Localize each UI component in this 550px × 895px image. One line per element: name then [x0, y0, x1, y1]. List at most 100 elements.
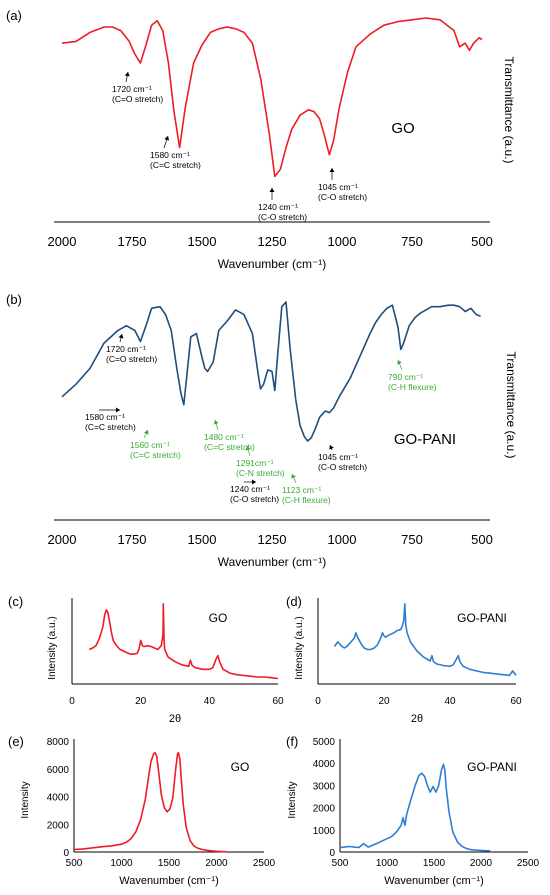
x-tick-label: 1000	[110, 858, 133, 869]
arrow-head	[213, 420, 219, 425]
arrow-head	[291, 474, 296, 479]
chart-panel-d: (d) 0 20 40 60 2θ Intensity (a.u.) GO-PANI	[286, 594, 522, 725]
annotation-assignment: (C-O stretch)	[258, 212, 307, 222]
annotation-assignment: (C=O stretch)	[106, 354, 157, 364]
x-tick-label: 1250	[258, 234, 287, 249]
series-line	[333, 603, 517, 677]
arrow-head	[143, 430, 149, 435]
panel-label: (c)	[8, 594, 23, 609]
x-tick-label: 500	[332, 858, 349, 869]
arrow-head	[118, 334, 124, 339]
x-tick-label: 1750	[118, 234, 147, 249]
chart-panel-b: (b) 2000 1750 1500 1250 1000 750 500 Wavenumber …	[6, 292, 518, 569]
x-tick-label: 1500	[188, 234, 217, 249]
annotation-value: 1240 cm⁻¹	[258, 202, 298, 212]
x-tick-label: 2000	[48, 532, 77, 547]
arrow-head	[164, 136, 170, 141]
x-axis-label: Wavenumber (cm⁻¹)	[218, 555, 327, 569]
arrow-head	[124, 72, 130, 77]
x-tick-label: 40	[444, 696, 456, 707]
annotation-value: 1123 cm⁻¹	[282, 485, 321, 495]
annotation-assignment: (C=C stretch)	[150, 160, 201, 170]
arrow-head	[252, 479, 256, 485]
annotation-assignment: (C-O stretch)	[318, 192, 367, 202]
annotation-assignment: (C=O stretch)	[112, 94, 163, 104]
annotation-assignment: (C-H flexure)	[282, 495, 331, 505]
x-tick-label: 2500	[517, 858, 540, 869]
x-tick-label: 1000	[328, 234, 357, 249]
y-tick-label: 5000	[313, 737, 336, 748]
annotation-assignment: (C-O stretch)	[230, 494, 279, 504]
y-axis-label: Transmittance (a.u.)	[502, 57, 516, 164]
peak-annotation: 1123 cm⁻¹(C-H flexure)	[282, 473, 331, 505]
y-tick-label: 1000	[313, 826, 336, 837]
annotation-value: 1720 cm⁻¹	[112, 84, 152, 94]
peak-annotation: 1580 cm⁻¹(C=C stretch)	[85, 407, 136, 432]
y-tick-label: 6000	[47, 765, 70, 776]
annotation-assignment: (C-H flexure)	[388, 382, 437, 392]
y-axis-label: Intensity	[20, 781, 31, 818]
x-tick-label: 20	[135, 696, 147, 707]
x-tick-label: 1500	[158, 858, 181, 869]
x-tick-label: 1500	[423, 858, 446, 869]
peak-annotation: 1720 cm⁻¹(C=O stretch)	[106, 333, 157, 364]
annotation-value: 1720 cm⁻¹	[106, 344, 146, 354]
y-tick-label: 2000	[313, 804, 336, 815]
arrow-head	[329, 445, 334, 450]
panel-label: (a)	[6, 8, 22, 23]
peak-annotation: 1580 cm⁻¹(C=C stretch)	[150, 135, 201, 170]
annotation-assignment: (C=C stretch)	[204, 442, 255, 452]
series-label: GO	[231, 760, 250, 774]
series-label: GO-PANI	[467, 760, 517, 774]
x-tick-label: 1750	[118, 532, 147, 547]
annotation-value: 1045 cm⁻¹	[318, 182, 358, 192]
x-tick-label: 1500	[188, 532, 217, 547]
panel-label: (b)	[6, 292, 22, 307]
x-tick-label: 2000	[48, 234, 77, 249]
peak-annotation: 1560 cm⁻¹(C=C stretch)	[130, 429, 181, 460]
annotation-value: 1045 cm⁻¹	[318, 452, 358, 462]
peak-annotation: 1045 cm⁻¹(C-O stretch)	[318, 444, 367, 472]
annotation-assignment: (C-N stretch)	[236, 468, 285, 478]
x-tick-label: 60	[272, 696, 284, 707]
annotation-value: 1580 cm⁻¹	[85, 412, 125, 422]
peak-annotation: 1045 cm⁻¹(C-O stretch)	[318, 168, 367, 202]
peak-annotation: 1240 cm⁻¹(C-O stretch)	[258, 188, 307, 222]
x-tick-label: 500	[471, 234, 493, 249]
chart-panel-c: (c) 0 20 40 60 2θ Intensity (a.u.) GO	[8, 594, 284, 725]
x-tick-label: 750	[401, 234, 423, 249]
arrow-head	[245, 446, 251, 451]
x-axis-label: Wavenumber (cm⁻¹)	[384, 875, 484, 887]
series-line	[61, 17, 483, 178]
y-axis-label: Intensity (a.u.)	[47, 616, 58, 679]
peak-annotation: 1240 cm⁻¹(C-O stretch)	[230, 479, 279, 504]
y-tick-label: 8000	[47, 737, 70, 748]
annotation-value: 1560 cm⁻¹	[130, 440, 170, 450]
x-tick-label: 2000	[470, 858, 493, 869]
x-axis-label: Wavenumber (cm⁻¹)	[218, 257, 327, 271]
y-tick-label: 2000	[47, 820, 70, 831]
annotation-value: 1480 cm⁻¹	[204, 432, 244, 442]
chart-panel-a: (a) 2000 1750 1500 1250 1000 750 500 Wavenumber …	[6, 8, 516, 271]
series-line	[61, 301, 481, 442]
panel-label: (d)	[286, 594, 302, 609]
y-tick-label: 0	[329, 848, 335, 859]
y-tick-label: 0	[63, 848, 69, 859]
series-label: GO	[209, 611, 228, 625]
x-tick-label: 500	[66, 858, 83, 869]
series-line	[88, 603, 279, 680]
peak-annotation: 790 cm⁻¹(C-H flexure)	[388, 359, 437, 392]
y-axis-label: Intensity	[287, 781, 298, 818]
annotation-value: 1291cm⁻¹	[236, 458, 274, 468]
arrow-head	[269, 188, 275, 192]
peak-annotation: 1720 cm⁻¹(C=O stretch)	[112, 71, 163, 104]
x-tick-label: 2000	[205, 858, 228, 869]
arrow-head	[397, 360, 402, 365]
x-tick-label: 0	[315, 696, 321, 707]
annotation-value: 1580 cm⁻¹	[150, 150, 190, 160]
x-tick-label: 500	[471, 532, 493, 547]
x-tick-label: 2500	[253, 858, 276, 869]
x-tick-label: 1000	[376, 858, 399, 869]
annotation-assignment: (C=C stretch)	[85, 422, 136, 432]
